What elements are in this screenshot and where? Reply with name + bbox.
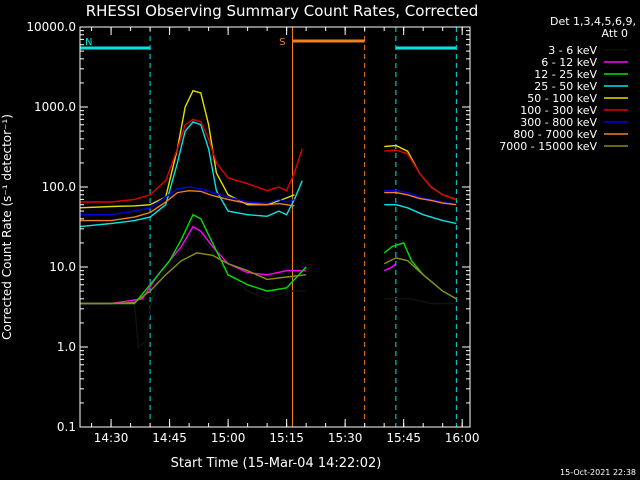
legend-label: 100 - 300 keV bbox=[520, 104, 597, 117]
plot-frame bbox=[79, 26, 471, 428]
x-tick-label: 15:00 bbox=[211, 431, 246, 445]
annotation-SAA-label: S bbox=[279, 37, 285, 48]
y-tick-label: 10.0 bbox=[49, 260, 76, 274]
legend-label: 7000 - 15000 keV bbox=[499, 140, 597, 153]
series-line-800-7000kev bbox=[384, 191, 457, 206]
series-line-300-800kev bbox=[384, 189, 457, 206]
x-tick-label: 14:30 bbox=[94, 431, 129, 445]
x-tick-label: 15:15 bbox=[269, 431, 304, 445]
legend-label: 300 - 800 keV bbox=[520, 116, 597, 129]
legend-label: 25 - 50 keV bbox=[534, 80, 597, 93]
y-tick-label: 100.0 bbox=[42, 180, 76, 194]
axes-layer: 0.1 1.0 10.0 100.0 1000.0 10000.0 14:30 14:45 15… bbox=[26, 20, 479, 445]
x-tick-label: 16:00 bbox=[445, 431, 480, 445]
series-line-25-50kev bbox=[384, 203, 457, 225]
series-layer bbox=[79, 89, 457, 349]
series-line-100-300kev bbox=[384, 149, 457, 201]
y-tick-label: 10000.0 bbox=[26, 20, 76, 34]
legend-label: 50 - 100 keV bbox=[527, 92, 597, 105]
x-tick-label: 15:30 bbox=[328, 431, 363, 445]
series-line-300-800kev bbox=[80, 186, 295, 216]
y-axis-label: Corrected Count Rate (s⁻¹ detector⁻¹) bbox=[0, 114, 14, 340]
series-line-3-6kev bbox=[80, 227, 307, 349]
x-tick-label: 14:45 bbox=[152, 431, 187, 445]
series-line-7000-15000kev bbox=[80, 252, 307, 305]
footer-timestamp: 15-Oct-2021 22:38 bbox=[560, 468, 636, 477]
legend-label: 6 - 12 keV bbox=[541, 56, 597, 69]
legend-header-line-1: Det 1,3,4,5,6,9, bbox=[550, 15, 636, 28]
annotation-night-label: N bbox=[85, 37, 92, 48]
y-tick-label: 0.1 bbox=[57, 420, 76, 434]
legend-label: 3 - 6 keV bbox=[548, 44, 597, 57]
series-line-800-7000kev bbox=[80, 189, 295, 222]
x-axis-label: Start Time (15-Mar-04 14:22:02) bbox=[171, 456, 382, 471]
series-line-7000-15000kev bbox=[383, 257, 457, 300]
series-line-6-12kev bbox=[383, 263, 397, 272]
legend-label: 12 - 25 keV bbox=[534, 68, 597, 81]
series-line-3-6kev bbox=[384, 298, 457, 305]
chart-title: RHESSI Observing Summary Count Rates, Co… bbox=[86, 2, 479, 20]
y-tick-label: 1.0 bbox=[57, 340, 76, 354]
y-tick-label: 1000.0 bbox=[34, 100, 76, 114]
x-tick-label: 15:45 bbox=[386, 431, 421, 445]
series-line-25-50kev bbox=[79, 121, 303, 228]
legend-label: 800 - 7000 keV bbox=[513, 128, 597, 141]
series-line-100-300kev bbox=[80, 118, 303, 203]
legend-header-line-2: Att 0 bbox=[602, 27, 628, 40]
